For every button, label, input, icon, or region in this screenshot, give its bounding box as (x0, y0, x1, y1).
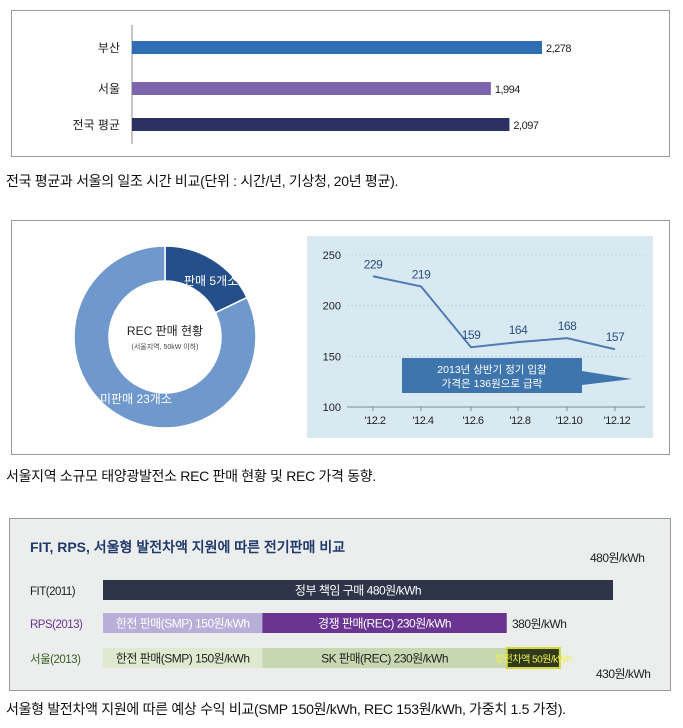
tariff-segment (103, 648, 263, 668)
tariff-segment (262, 648, 507, 668)
line-data-label: 229 (364, 257, 383, 271)
donut-slice (73, 245, 257, 429)
donut-slice-label: 미판매 23개소 (100, 392, 172, 406)
sunshine-value-label: 1,994 (495, 84, 520, 96)
caption-rec: 서울지역 소규모 태양광발전소 REC 판매 현황 및 REC 가격 동향. (6, 468, 376, 484)
sunshine-bar (132, 118, 510, 131)
line-x-tick-label: '12.2 (364, 415, 385, 427)
donut-center-subtitle: (서울지역, 50kW 이하) (131, 342, 198, 351)
line-x-tick-label: '12.8 (509, 415, 530, 427)
sunshine-bar-chart: 부산 2,278 서울 1,994 전국 평균 2,097 (73, 25, 572, 144)
sunshine-value-label: 2,278 (546, 43, 571, 55)
rec-price-line-chart: 100 150 200 250 '12.2 '12.4 '12.6 '12.8 '12.10 '1… (307, 236, 653, 438)
sunshine-value-label: 2,097 (513, 120, 538, 132)
tariff-segment (505, 647, 561, 669)
caption-sunshine: 전국 평균과 서울의 일조 시간 비교(단위 : 시간/년, 기상청, 20년 … (6, 173, 399, 189)
tariff-segment (262, 613, 507, 633)
line-x-tick-label: '12.10 (556, 415, 583, 427)
annotation-pointer (582, 371, 632, 385)
line-data-label: 159 (462, 328, 481, 342)
donut-slice-label: 판매 5개소 (184, 274, 238, 288)
tariff-total-label: 430원/kWh (596, 667, 650, 681)
annotation-box (402, 358, 582, 393)
line-x-tick-label: '12.12 (604, 415, 631, 427)
line-y-tick-label: 150 (323, 351, 341, 363)
tariff-total-label: 480원/kWh (590, 551, 644, 565)
sunshine-category-label: 전국 평균 (73, 118, 121, 132)
line-data-label: 164 (509, 323, 528, 337)
annotation-text: 가격은 136원으로 급락 (442, 377, 543, 390)
donut-center-title: REC 판매 현황 (127, 324, 203, 338)
line-data-label: 219 (412, 267, 431, 281)
annotation-text: 2013년 상반기 정기 입찰 (437, 363, 547, 376)
caption-tariff: 서울형 발전차액 지원에 따른 예상 수익 비교(SMP 150원/kWh, R… (6, 701, 566, 717)
line-data-label: 168 (558, 319, 577, 333)
tariff-segment-label: SK 판매(REC) 230원/kWh (321, 652, 448, 666)
tariff-total-label: 380원/kWh (512, 617, 566, 631)
sunshine-chart-panel: 부산 2,278 서울 1,994 전국 평균 2,097 (11, 10, 670, 157)
line-y-tick-label: 250 (323, 250, 341, 262)
sunshine-bar (132, 41, 542, 54)
tariff-row-label: RPS(2013) (30, 619, 83, 631)
line-x-tick-label: '12.6 (462, 415, 483, 427)
tariff-segment-label: 경쟁 판매(REC) 230원/kWh (318, 617, 451, 631)
line-chart-background (307, 236, 653, 438)
tariff-chart-title: FIT, RPS, 서울형 발전차액 지원에 따른 전기판매 비교 (30, 539, 345, 555)
tariff-segment-label: 발전차액 50원/kWh (495, 654, 572, 666)
tariff-segment-label: 한전 판매(SMP) 150원/kWh (116, 652, 250, 666)
tariff-segment-label: 한전 판매(SMP) 150원/kWh (116, 617, 250, 631)
tariff-comparison-panel: FIT, RPS, 서울형 발전차액 지원에 따른 전기판매 비교 FIT(20… (9, 518, 671, 691)
sunshine-category-label: 서울 (98, 82, 120, 96)
sunshine-category-label: 부산 (98, 41, 120, 55)
tariff-segment (103, 613, 263, 633)
line-y-tick-label: 200 (323, 301, 341, 313)
tariff-row-label: FIT(2011) (30, 586, 76, 598)
tariff-comparison-chart: FIT, RPS, 서울형 발전차액 지원에 따른 전기판매 비교 FIT(20… (30, 539, 651, 681)
line-y-tick-label: 100 (323, 402, 341, 414)
rec-price-line (372, 275, 616, 351)
tariff-segment-label: 정부 책임 구매 480원/kWh (295, 583, 421, 598)
sunshine-bar (132, 82, 491, 95)
tariff-segment (103, 580, 613, 600)
tariff-row-label: 서울(2013) (30, 653, 81, 666)
line-x-tick-label: '12.4 (412, 415, 433, 427)
line-data-label: 157 (606, 330, 625, 344)
